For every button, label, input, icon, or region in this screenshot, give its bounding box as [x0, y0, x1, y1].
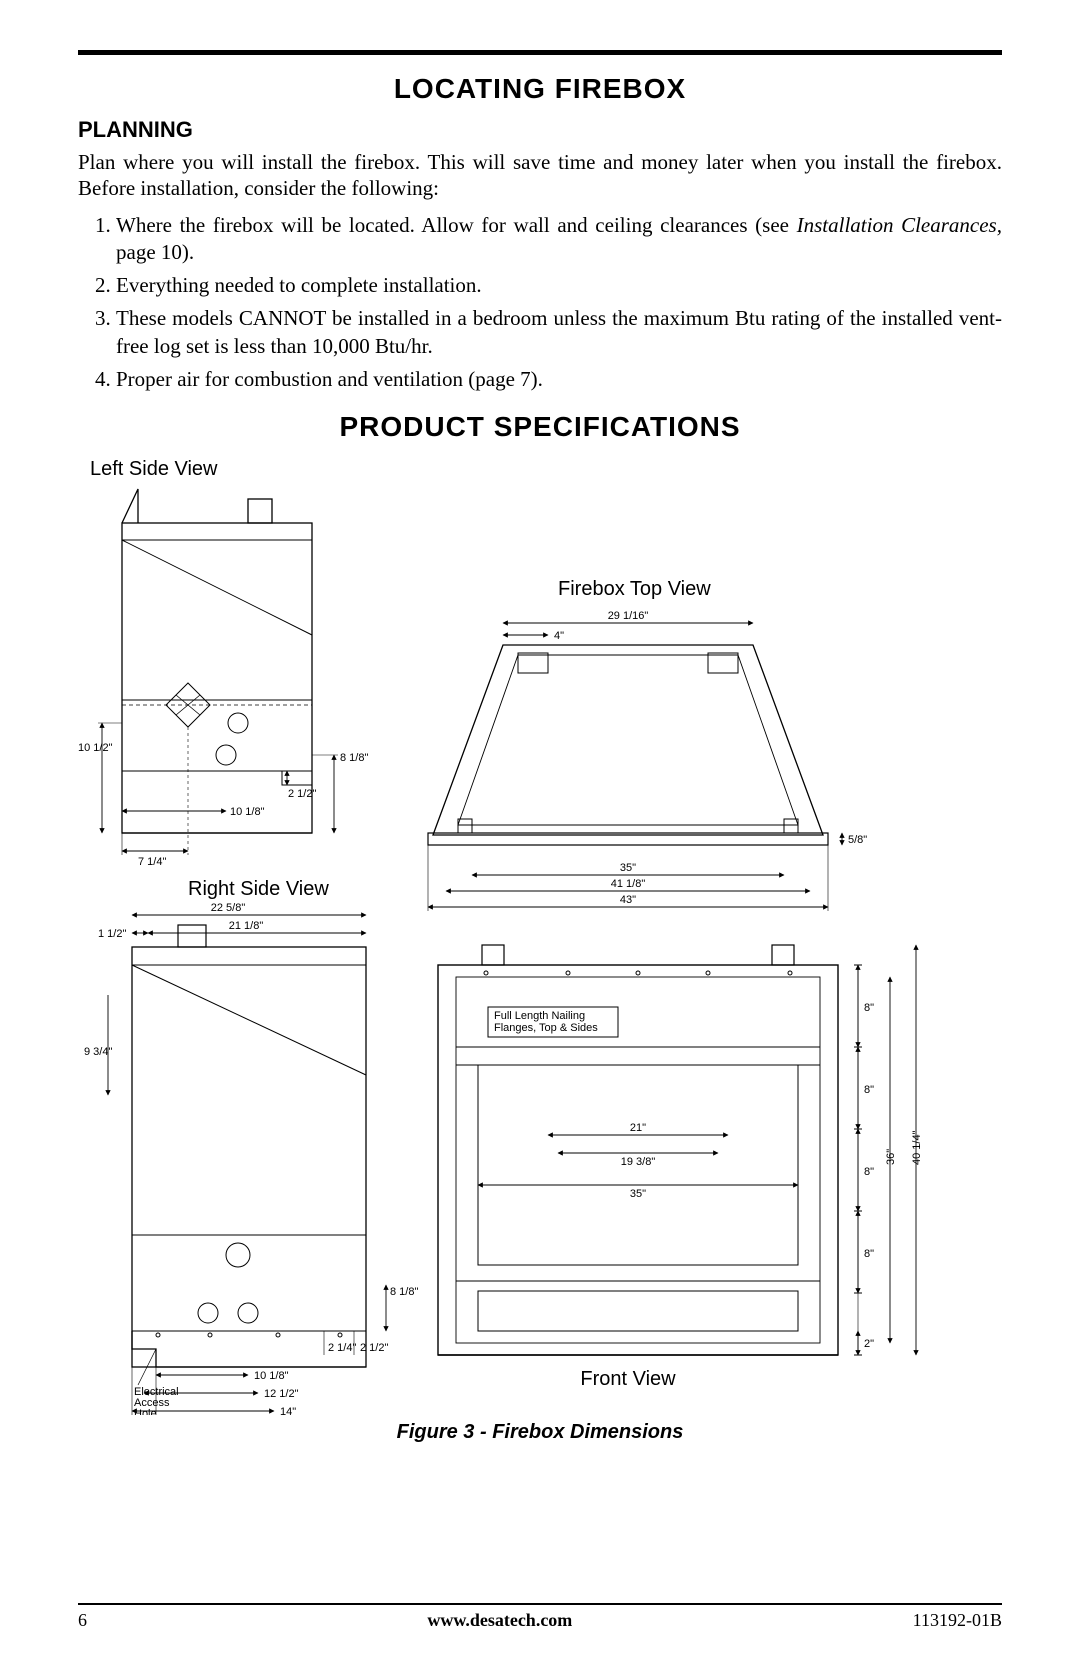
dim: 14" [280, 1406, 296, 1415]
diagram-svg: Left Side View [78, 455, 1002, 1415]
dim: 21" [630, 1122, 646, 1134]
front-label: Front View [580, 1368, 676, 1390]
nail-l2: Flanges, Top & Sides [494, 1022, 598, 1034]
right-label: Right Side View [188, 878, 329, 900]
dim: 2 1/2" [360, 1342, 388, 1354]
li-em: Installation Clearances, [797, 213, 1002, 237]
dim: 8 1/8" [390, 1286, 418, 1298]
left-side-view: Left Side View [78, 458, 368, 868]
top-view: Firebox Top View 29 1/16" 4" 5 [428, 578, 867, 911]
dim: 4" [554, 630, 564, 642]
page-number: 6 [78, 1610, 87, 1631]
heading-locating: LOCATING FIREBOX [78, 73, 1002, 105]
dim: 22 5/8" [211, 902, 246, 914]
li-text: Where the firebox will be located. Allow… [116, 213, 797, 237]
li-text: page 10). [116, 240, 194, 264]
page-footer: 6 113192-01B www.desatech.com [78, 1610, 1002, 1631]
dim: 19 3/8" [621, 1156, 656, 1168]
dim: 1 1/2" [98, 928, 126, 940]
dim: 9 3/4" [84, 1046, 112, 1058]
dim: 35" [620, 862, 636, 874]
subheading-planning: PLANNING [78, 117, 1002, 143]
dim: 12 1/2" [264, 1388, 299, 1400]
dim: 8" [864, 1166, 874, 1178]
dim: 36" [885, 1149, 897, 1165]
dim: 8 1/8" [340, 752, 368, 764]
elec-hole-l3: Hole [134, 1408, 157, 1415]
dim: 10 1/8" [254, 1370, 289, 1382]
planning-list: Where the firebox will be located. Allow… [78, 212, 1002, 394]
dim: 40 1/4" [911, 1131, 923, 1166]
dim: 2 1/4" [328, 1342, 356, 1354]
dim: 35" [630, 1188, 646, 1200]
dim: 5/8" [848, 834, 867, 846]
dim: 10 1/8" [230, 806, 265, 818]
left-label: Left Side View [90, 458, 218, 480]
dim: 2 1/2" [288, 788, 316, 800]
list-item: These models CANNOT be installed in a be… [116, 305, 1002, 360]
list-item: Everything needed to complete installati… [116, 272, 1002, 299]
list-item: Where the firebox will be located. Allow… [116, 212, 1002, 267]
dim: 7 1/4" [138, 856, 166, 868]
dim: 21 1/8" [229, 920, 264, 932]
li-text: Proper air for combustion and ventilatio… [116, 367, 543, 391]
spec-diagram: Left Side View [78, 455, 1002, 1415]
dim: 10 1/2" [78, 742, 113, 754]
dim: 41 1/8" [611, 878, 646, 890]
footer-url: www.desatech.com [78, 1610, 1002, 1631]
doc-id: 113192-01B [913, 1610, 1002, 1631]
list-item: Proper air for combustion and ventilatio… [116, 366, 1002, 393]
planning-intro: Plan where you will install the firebox.… [78, 149, 1002, 202]
dim: 8" [864, 1084, 874, 1096]
nail-l1: Full Length Nailing [494, 1010, 585, 1022]
dim: 43" [620, 894, 636, 906]
dim: 8" [864, 1248, 874, 1260]
right-side-view: Right Side View 22 5/8" 21 1/ [84, 878, 418, 1415]
li-text: Everything needed to complete installati… [116, 273, 482, 297]
front-view: Full Length Nailing Flanges, Top & Sides… [438, 945, 923, 1390]
top-label: Firebox Top View [558, 578, 711, 600]
figure-caption: Figure 3 - Firebox Dimensions [78, 1421, 1002, 1444]
li-text: These models CANNOT be installed in a be… [116, 306, 1002, 357]
dim: 29 1/16" [608, 610, 649, 622]
heading-specs: PRODUCT SPECIFICATIONS [78, 411, 1002, 443]
bottom-rule [78, 1603, 1002, 1605]
dim: 8" [864, 1002, 874, 1014]
top-rule [78, 50, 1002, 55]
dim: 2" [864, 1338, 874, 1350]
